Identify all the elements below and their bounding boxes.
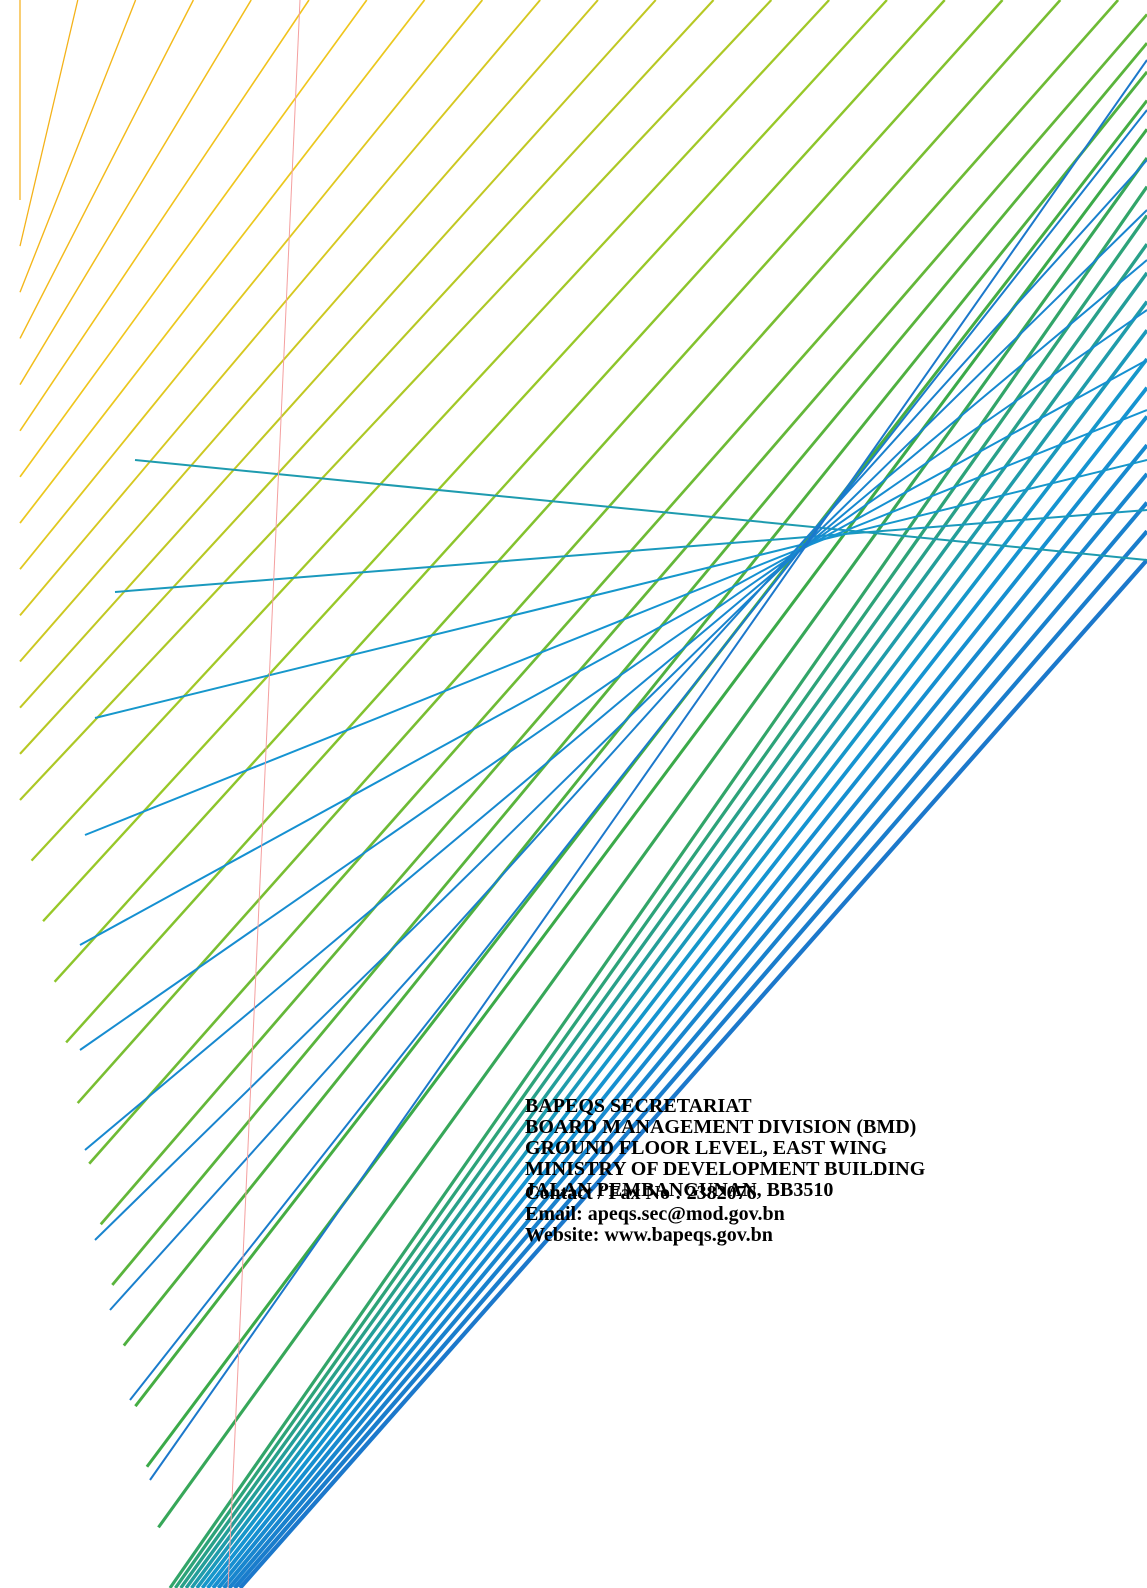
- decor-line: [94, 459, 1147, 719]
- text-line: Website: www.bapeqs.gov.bn: [525, 1224, 773, 1246]
- decor-line: [19, 0, 426, 524]
- decor-line: [88, 0, 1120, 1165]
- address-block: BAPEQS SECRETARIAT BOARD MANAGEMENT DIVIS…: [525, 1096, 925, 1201]
- decor-line: [19, 0, 79, 247]
- text-line: MINISTRY OF DEVELOPMENT BUILDING: [525, 1158, 926, 1180]
- decor-line: [76, 0, 1062, 1104]
- decor-line: [111, 42, 1147, 1286]
- decor-line: [84, 409, 1147, 836]
- text-line: JALAN PEMBANGUNAN, BB3510: [525, 1179, 834, 1201]
- decor-line: [129, 109, 1147, 1401]
- text-line: Contact / Fax No : 2382076: [525, 1182, 757, 1204]
- decor-line: [94, 209, 1147, 1241]
- decor-line: [184, 271, 1147, 1588]
- decor-line: [134, 459, 1147, 561]
- decor-line: [19, 0, 195, 339]
- decor-line: [19, 0, 773, 801]
- contact-block: Contact / Fax No : 2382076 Email: apeqs.s…: [525, 1183, 785, 1246]
- decor-line: [233, 529, 1147, 1588]
- decor-line: [238, 558, 1147, 1588]
- decor-line: [19, 0, 137, 293]
- text-line: GROUND FLOOR LEVEL, EAST WING: [525, 1137, 888, 1159]
- decor-line: [216, 443, 1147, 1588]
- decor-line: [157, 157, 1147, 1529]
- decor-line: [84, 259, 1147, 1151]
- decor-line: [19, 0, 599, 663]
- decor-line: [122, 70, 1147, 1347]
- decor-line: [19, 0, 252, 386]
- decor-line: [200, 357, 1147, 1588]
- decor-line: [190, 300, 1147, 1588]
- decor-line: [222, 472, 1147, 1588]
- decor-line: [19, 0, 715, 755]
- decor-line: [19, 0, 657, 709]
- decor-line: [42, 0, 888, 923]
- decor-line: [30, 0, 830, 862]
- decor-line: [65, 0, 1004, 1044]
- text-line: BOARD MANAGEMENT DIVISION (BMD): [525, 1116, 917, 1138]
- decor-line: [19, 0, 368, 478]
- decor-line: [195, 329, 1147, 1588]
- decor-line: [227, 501, 1147, 1588]
- decor-line: [211, 415, 1147, 1588]
- decor-line: [134, 99, 1147, 1408]
- text-line: Email: apeqs.sec@mod.gov.bn: [525, 1203, 785, 1225]
- decor-line: [179, 243, 1147, 1588]
- decor-line: [109, 159, 1147, 1311]
- decor-line: [168, 185, 1147, 1588]
- decor-line: [206, 386, 1147, 1588]
- decor-line: [19, 0, 484, 570]
- decor-line: [19, 0, 310, 432]
- decor-line: [149, 59, 1147, 1481]
- decor-line: [79, 309, 1147, 1051]
- decor-line: [227, 0, 301, 1588]
- decor-line: [145, 128, 1147, 1468]
- decor-line: [53, 0, 946, 983]
- decor-line: [114, 509, 1147, 593]
- decor-line: [174, 214, 1147, 1588]
- decor-line: [19, 0, 541, 616]
- decor-line: [79, 359, 1147, 946]
- text-line: BAPEQS SECRETARIAT: [525, 1095, 752, 1117]
